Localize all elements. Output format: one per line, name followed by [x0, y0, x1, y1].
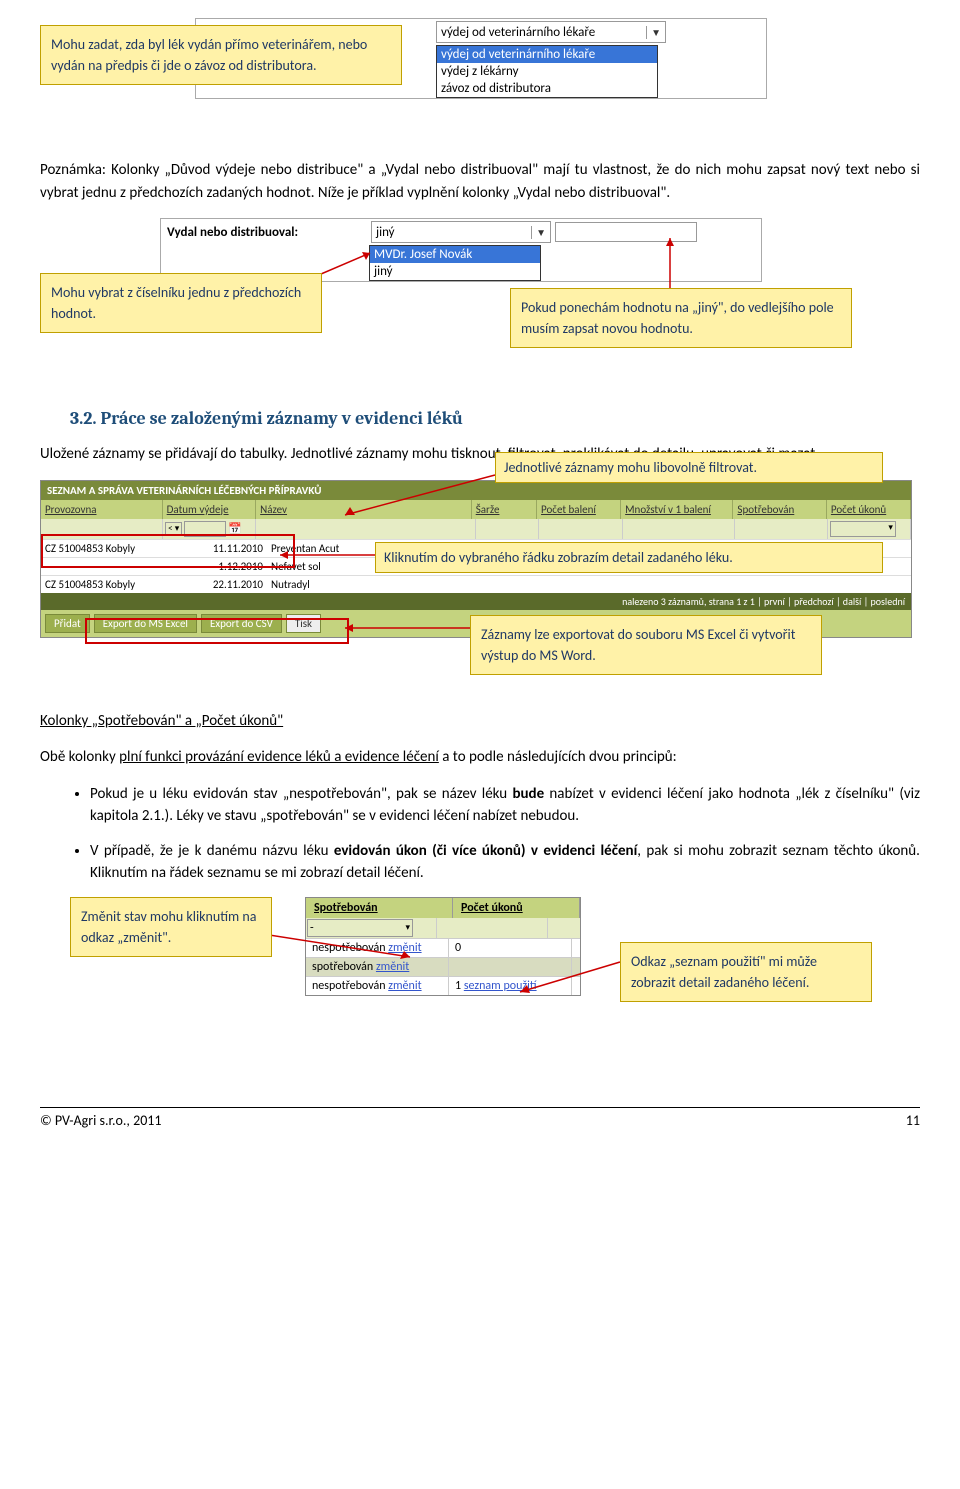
callout-jiny: Pokud ponechám hodnotu na „jiný", do ved… [510, 288, 852, 348]
combo-vydal[interactable]: jiný ▼ [371, 221, 551, 243]
btn-pridat[interactable]: Přidat [45, 614, 90, 633]
para-provazani: Obě kolonky plní funkci provázání eviden… [40, 746, 920, 769]
col-datum[interactable]: Datum výdeje [163, 500, 257, 519]
dropdown-item[interactable]: výdej od veterinárního lékaře [437, 46, 657, 63]
callout-export: Záznamy lze exportovat do souboru MS Exc… [470, 615, 822, 675]
combo-puvod-value: výdej od veterinárního lékaře [441, 25, 595, 40]
footer-page-number: 11 [906, 1112, 920, 1129]
callout-filter: Jednotlivé záznamy mohu libovolně filtro… [495, 452, 883, 483]
text: a to podle následujících dvou principů: [439, 748, 677, 766]
callout-ciselnik: Mohu vybrat z číselníku jednu z předchoz… [40, 273, 322, 333]
col-spotrebovan[interactable]: Spotřebován [733, 500, 827, 519]
dropdown-item[interactable]: závoz od distributora [437, 80, 657, 97]
page-footer: © PV-Agri s.r.o., 2011 11 [40, 1107, 920, 1129]
mt-col-spotrebovan[interactable]: Spotřebován [306, 898, 453, 918]
cell: CZ 51004853 Kobyly [41, 576, 169, 593]
cell: Nutradyl [267, 576, 495, 593]
text-underline: plní funkci provázání evidence léků a ev… [119, 748, 439, 766]
callout-vydani: Mohu zadat, zda byl lék vydán přímo vete… [40, 25, 402, 85]
bullet-1: Pokud je u léku evidován stav „nespotřeb… [90, 783, 920, 828]
mt-cell: nespotřebován změnit [306, 977, 449, 995]
link-zmenit[interactable]: změnit [388, 979, 421, 993]
footer-copyright: © PV-Agri s.r.o., 2011 [40, 1112, 161, 1129]
text: Obě kolonky [40, 748, 119, 766]
chevron-down-icon: ▼ [646, 26, 661, 39]
dropdown-item[interactable]: výdej z lékárny [437, 63, 657, 80]
para-poznamka: Poznámka: Kolonky „Důvod výdeje nebo dis… [40, 159, 920, 204]
table-row[interactable]: CZ 51004853 Kobyly 22.11.2010 Nutradyl [41, 575, 911, 593]
col-provozovna[interactable]: Provozovna [41, 500, 163, 519]
dropdown-puvod[interactable]: výdej od veterinárního lékaře výdej z lé… [436, 45, 658, 98]
cell: 22.11.2010 [169, 576, 267, 593]
mt-cell: 0 [449, 939, 572, 957]
col-mnozstvi[interactable]: Množství v 1 balení [621, 500, 733, 519]
chevron-down-icon: ▼ [531, 226, 546, 239]
col-baleni[interactable]: Počet balení [537, 500, 621, 519]
subheading-kolonky: Kolonky „Spotřebován" a „Počet úkonů" [40, 710, 920, 733]
combo-puvod[interactable]: výdej od veterinárního lékaře ▼ [436, 21, 666, 43]
heading-32: 3.2. Práce se založenými záznamy v evide… [70, 408, 920, 429]
callout-seznam: Odkaz „seznam použití" mi může zobrazit … [620, 942, 872, 1002]
table-footer: nalezeno 3 záznamů, strana 1 z 1 | první… [41, 593, 911, 610]
dropdown-vydal[interactable]: MVDr. Josef Novák jiný [369, 245, 541, 281]
callout-zmenit: Změnit stav mohu kliknutím na odkaz „změ… [70, 897, 272, 957]
mt-col-ukony[interactable]: Počet úkonů [453, 898, 580, 918]
col-ukony[interactable]: Počet úkonů [827, 500, 911, 519]
combo-vydal-value: jiný [376, 225, 395, 240]
redbox-buttons [85, 618, 349, 644]
callout-detail: Kliknutím do vybraného řádku zobrazím de… [375, 542, 883, 573]
redbox-row [41, 534, 295, 568]
filter-combo[interactable]: ▾ [830, 521, 896, 537]
label-vydal: Vydal nebo distribuoval: [167, 225, 367, 240]
dropdown-item[interactable]: jiný [370, 263, 540, 280]
bullet-2: V případě, že je k danému názvu léku evi… [90, 840, 920, 885]
dropdown-item[interactable]: MVDr. Josef Novák [370, 246, 540, 263]
